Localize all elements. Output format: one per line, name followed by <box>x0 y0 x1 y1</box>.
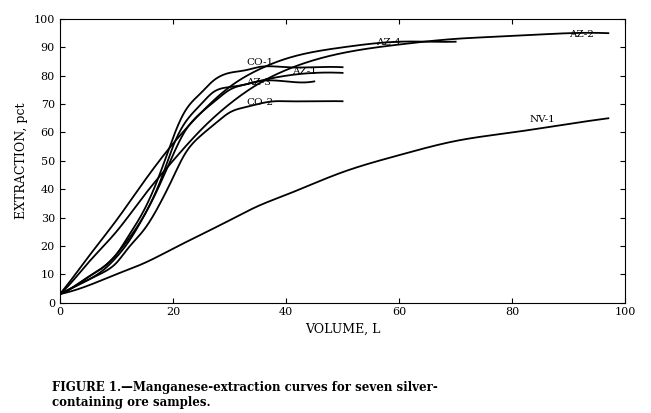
Text: FIGURE 1.—Manganese-extraction curves for seven silver-
containing ore samples.: FIGURE 1.—Manganese-extraction curves fo… <box>52 381 438 409</box>
Text: AZ-3: AZ-3 <box>247 78 271 87</box>
Text: AZ-4: AZ-4 <box>376 38 402 47</box>
X-axis label: VOLUME, L: VOLUME, L <box>305 323 380 336</box>
Text: NV-1: NV-1 <box>529 115 555 124</box>
Text: AZ-1: AZ-1 <box>292 67 316 76</box>
Text: CO-1: CO-1 <box>247 58 273 67</box>
Text: CO-2: CO-2 <box>247 98 273 107</box>
Y-axis label: EXTRACTION, pct: EXTRACTION, pct <box>15 102 28 219</box>
Text: AZ-2: AZ-2 <box>569 30 594 39</box>
